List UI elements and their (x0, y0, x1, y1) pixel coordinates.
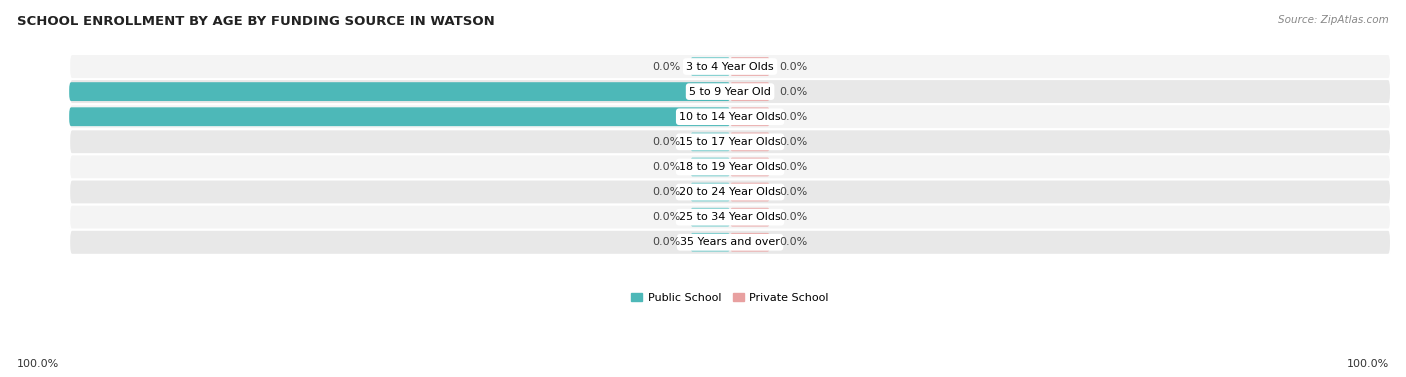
Text: 0.0%: 0.0% (652, 61, 681, 72)
FancyBboxPatch shape (69, 82, 730, 101)
FancyBboxPatch shape (690, 158, 730, 176)
Text: 3 to 4 Year Olds: 3 to 4 Year Olds (686, 61, 773, 72)
Text: 0.0%: 0.0% (652, 212, 681, 222)
Text: 0.0%: 0.0% (652, 137, 681, 147)
FancyBboxPatch shape (69, 107, 730, 126)
FancyBboxPatch shape (730, 107, 769, 126)
Text: 0.0%: 0.0% (780, 237, 808, 247)
FancyBboxPatch shape (730, 132, 769, 151)
Text: 10 to 14 Year Olds: 10 to 14 Year Olds (679, 112, 780, 122)
Text: 5 to 9 Year Old: 5 to 9 Year Old (689, 87, 770, 97)
Text: 18 to 19 Year Olds: 18 to 19 Year Olds (679, 162, 780, 172)
Text: 20 to 24 Year Olds: 20 to 24 Year Olds (679, 187, 780, 197)
Text: 0.0%: 0.0% (780, 112, 808, 122)
Text: Source: ZipAtlas.com: Source: ZipAtlas.com (1278, 15, 1389, 25)
FancyBboxPatch shape (690, 208, 730, 227)
Text: 0.0%: 0.0% (780, 162, 808, 172)
FancyBboxPatch shape (690, 132, 730, 151)
FancyBboxPatch shape (69, 205, 1391, 230)
FancyBboxPatch shape (690, 183, 730, 201)
Text: 0.0%: 0.0% (780, 61, 808, 72)
Text: 100.0%: 100.0% (17, 359, 59, 369)
FancyBboxPatch shape (69, 54, 1391, 79)
FancyBboxPatch shape (730, 82, 769, 101)
Text: SCHOOL ENROLLMENT BY AGE BY FUNDING SOURCE IN WATSON: SCHOOL ENROLLMENT BY AGE BY FUNDING SOUR… (17, 15, 495, 28)
Text: 0.0%: 0.0% (780, 212, 808, 222)
FancyBboxPatch shape (69, 79, 1391, 104)
FancyBboxPatch shape (730, 57, 769, 76)
Text: 0.0%: 0.0% (652, 237, 681, 247)
Text: 100.0%: 100.0% (13, 112, 59, 122)
FancyBboxPatch shape (730, 183, 769, 201)
Text: 0.0%: 0.0% (780, 137, 808, 147)
FancyBboxPatch shape (730, 158, 769, 176)
Text: 0.0%: 0.0% (780, 187, 808, 197)
Text: 15 to 17 Year Olds: 15 to 17 Year Olds (679, 137, 780, 147)
FancyBboxPatch shape (690, 233, 730, 252)
Text: 100.0%: 100.0% (13, 87, 59, 97)
FancyBboxPatch shape (730, 233, 769, 252)
Text: 0.0%: 0.0% (780, 87, 808, 97)
FancyBboxPatch shape (69, 155, 1391, 179)
FancyBboxPatch shape (730, 208, 769, 227)
Text: 0.0%: 0.0% (652, 162, 681, 172)
Text: 35 Years and over: 35 Years and over (681, 237, 780, 247)
FancyBboxPatch shape (690, 57, 730, 76)
Text: 25 to 34 Year Olds: 25 to 34 Year Olds (679, 212, 780, 222)
FancyBboxPatch shape (69, 104, 1391, 129)
FancyBboxPatch shape (69, 129, 1391, 155)
FancyBboxPatch shape (69, 179, 1391, 205)
Text: 0.0%: 0.0% (652, 187, 681, 197)
Text: 100.0%: 100.0% (1347, 359, 1389, 369)
Legend: Public School, Private School: Public School, Private School (627, 288, 834, 308)
FancyBboxPatch shape (69, 230, 1391, 255)
